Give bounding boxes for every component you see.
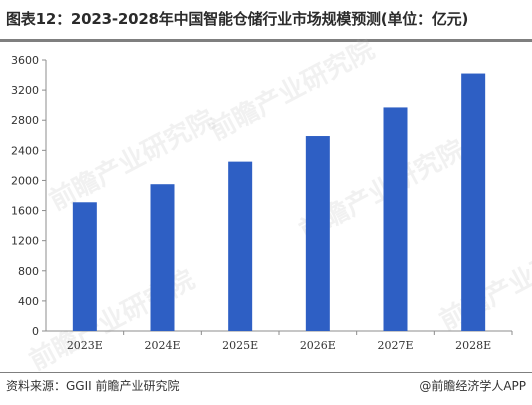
y-tick-label: 2800 xyxy=(11,114,39,127)
source-note: 资料来源：GGII 前瞻产业研究院 xyxy=(6,379,180,393)
bar-chart: 0 400 800 1200 1600 2000 2400 2800 3200 3600 2023E… xyxy=(11,54,513,352)
y-tick-label: 3600 xyxy=(11,54,39,67)
y-tick-label: 2400 xyxy=(11,144,39,157)
y-tick-label: 400 xyxy=(18,295,39,308)
bar-2025E xyxy=(228,161,253,331)
x-tick-label: 2026E xyxy=(300,339,336,352)
y-tick-label: 0 xyxy=(32,325,39,338)
x-tick-label: 2028E xyxy=(455,339,491,352)
y-tick-label: 1600 xyxy=(11,205,39,218)
footer-divider xyxy=(0,372,532,373)
bar-2027E xyxy=(383,107,408,331)
x-tick-label: 2023E xyxy=(67,339,103,352)
bar-2028E xyxy=(461,73,486,332)
bar-2023E xyxy=(72,202,97,331)
title-divider xyxy=(0,39,532,42)
y-tick-label: 2000 xyxy=(11,174,39,187)
x-tick-label: 2027E xyxy=(377,339,413,352)
chart-title: 图表12：2023-2028年中国智能仓储行业市场规模预测(单位：亿元) xyxy=(6,10,469,28)
bar-2026E xyxy=(305,136,330,331)
bar-2024E xyxy=(150,184,175,331)
x-tick-label: 2024E xyxy=(144,339,180,352)
credit-note: @前瞻经济学人APP xyxy=(419,379,526,393)
y-tick-label: 800 xyxy=(18,265,39,278)
y-tick-label: 1200 xyxy=(11,235,39,248)
y-tick-label: 3200 xyxy=(11,84,39,97)
x-tick-label: 2025E xyxy=(222,339,258,352)
